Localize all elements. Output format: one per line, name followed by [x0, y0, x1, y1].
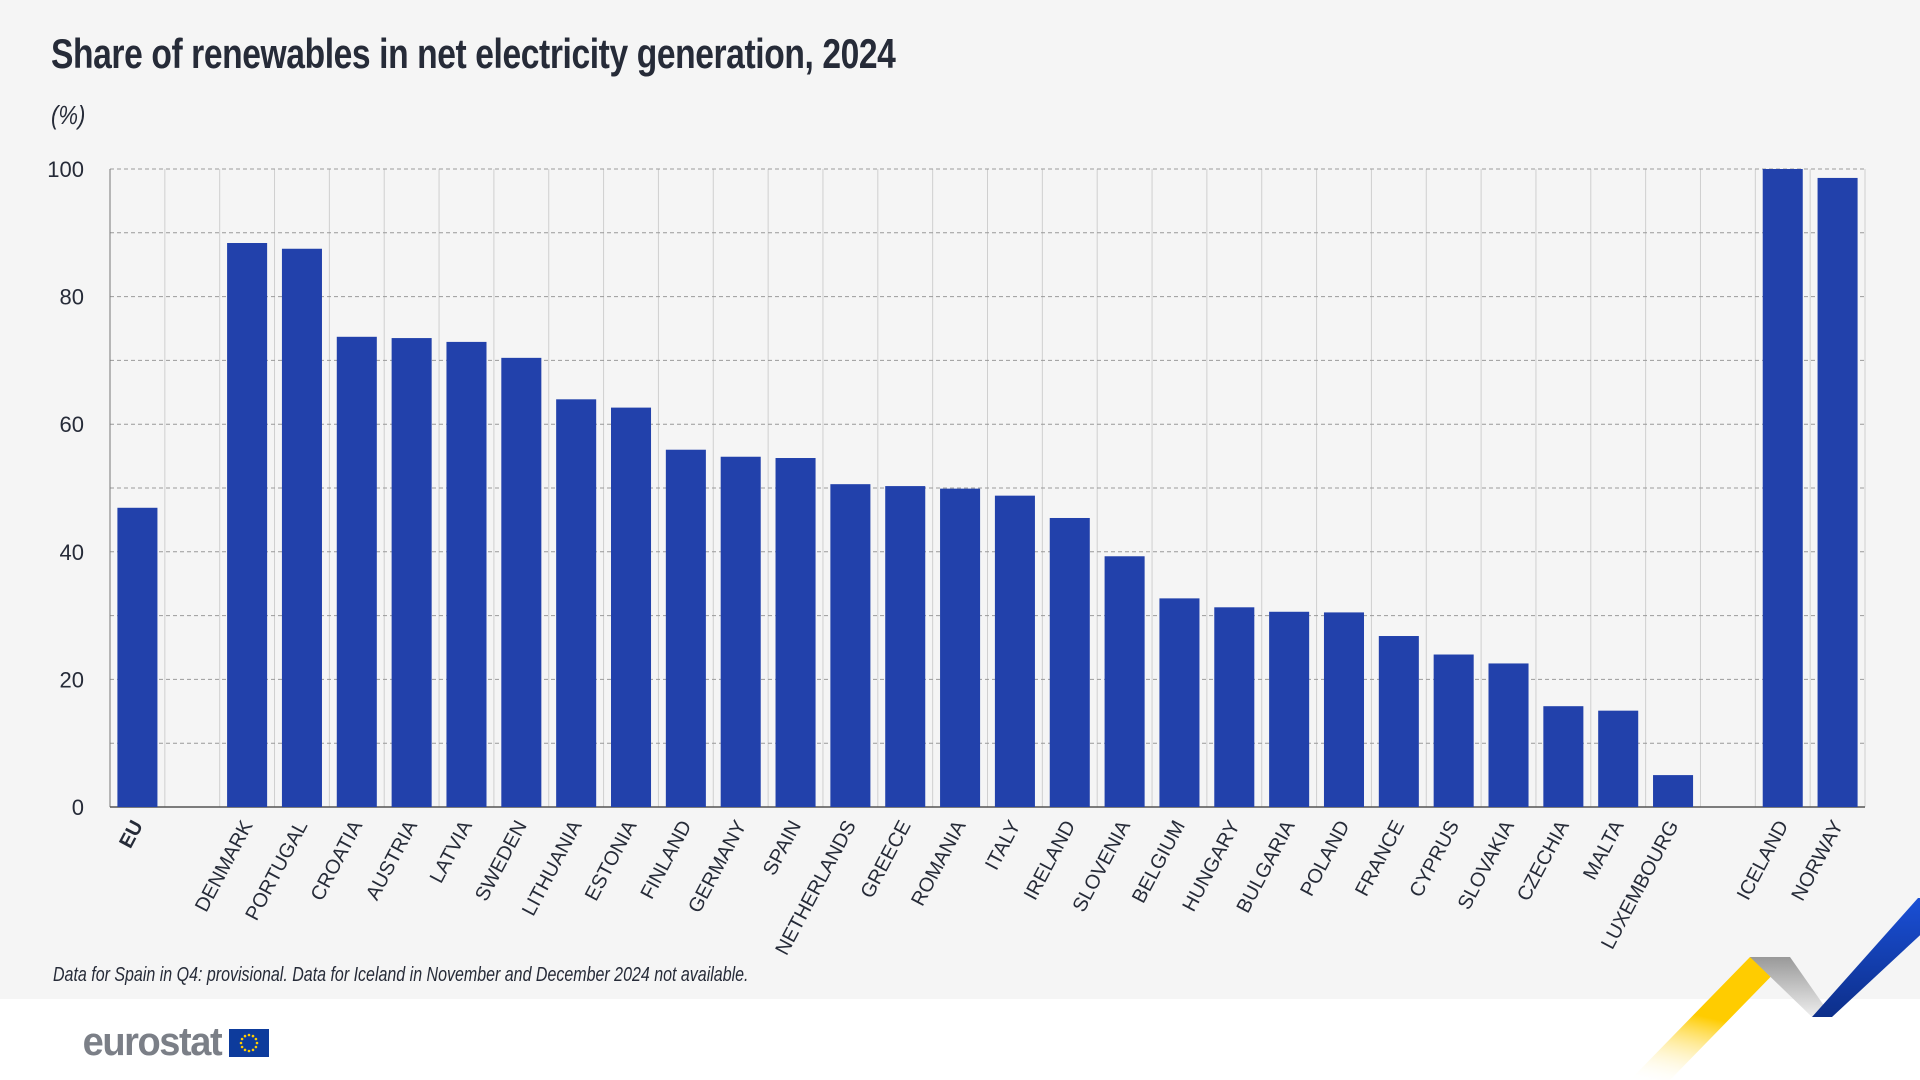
bar-belgium [1159, 598, 1200, 807]
x-tick-label: BELGIUM [1128, 817, 1190, 907]
bar-eu [117, 507, 158, 807]
y-tick-label: 20 [60, 667, 84, 692]
bar-greece [885, 486, 926, 807]
bar-denmark [227, 243, 268, 807]
eurostat-logo: eurostat [79, 1020, 269, 1065]
y-tick-label: 100 [47, 157, 84, 182]
footnote: Data for Spain in Q4: provisional. Data … [53, 964, 749, 986]
eu-flag-icon [228, 1028, 269, 1057]
x-tick-label: FRANCE [1351, 817, 1409, 900]
x-tick-label: POLAND [1296, 817, 1354, 900]
bar-germany [720, 456, 761, 807]
x-tick-label: GERMANY [684, 817, 751, 917]
x-tick-label: CZECHIA [1513, 816, 1574, 904]
decorative-ribbon [1630, 898, 1920, 1080]
x-tick-label: ESTONIA [581, 816, 642, 904]
x-tick-label: CROATIA [307, 816, 368, 904]
y-tick-label: 80 [60, 285, 84, 310]
bar-norway [1817, 177, 1858, 807]
x-tick-label: ICELAND [1733, 817, 1793, 904]
bar-sweden [501, 357, 542, 807]
y-tick-label: 0 [72, 795, 84, 820]
x-tick-label: GREECE [857, 817, 916, 902]
bar-lithuania [556, 399, 597, 807]
x-tick-label: LATVIA [426, 816, 477, 886]
bar-spain [775, 458, 816, 807]
bar-austria [391, 338, 432, 807]
bar-slovenia [1104, 556, 1145, 807]
bar-italy [994, 495, 1035, 807]
y-tick-label: 60 [60, 412, 84, 437]
bar-netherlands [830, 484, 871, 807]
x-tick-label: BULGARIA [1233, 816, 1300, 916]
bar-romania [940, 488, 981, 807]
bar-slovakia [1488, 663, 1529, 807]
x-tick-label: ITALY [981, 817, 1025, 874]
x-tick-label: IRELAND [1020, 817, 1080, 904]
bar-bulgaria [1269, 611, 1310, 807]
bar-latvia [446, 341, 487, 807]
x-tick-label: EU [115, 817, 147, 852]
x-tick-label: MALTA [1579, 816, 1629, 883]
y-tick-label: 40 [60, 540, 84, 565]
bar-iceland [1762, 169, 1803, 807]
unit-label: (%) [51, 100, 86, 130]
bar-cyprus [1433, 654, 1474, 807]
bar-czechia [1543, 706, 1584, 807]
x-tick-label: NORWAY [1788, 817, 1848, 905]
bar-croatia [336, 336, 377, 807]
bar-hungary [1214, 607, 1255, 807]
bar-estonia [610, 407, 652, 807]
bar-ireland [1049, 517, 1090, 807]
bar-portugal [281, 248, 322, 807]
x-tick-label: SLOVAKIA [1454, 816, 1519, 913]
x-tick-label: ROMANIA [907, 816, 971, 909]
x-tick-label: SPAIN [759, 817, 806, 879]
x-tick-label: AUSTRIA [362, 816, 422, 903]
logo-text: eurostat [82, 1020, 223, 1064]
bar-luxembourg [1653, 775, 1694, 807]
bar-finland [665, 449, 706, 807]
x-tick-label: SWEDEN [471, 817, 532, 905]
x-tick-label: FINLAND [637, 817, 697, 903]
x-tick-label: CYPRUS [1406, 817, 1465, 901]
bar-malta [1598, 710, 1639, 807]
bar-poland [1323, 612, 1365, 807]
x-tick-label: SLOVENIA [1069, 816, 1136, 915]
bar-france [1378, 636, 1419, 807]
chart-title: Share of renewables in net electricity g… [51, 30, 896, 77]
